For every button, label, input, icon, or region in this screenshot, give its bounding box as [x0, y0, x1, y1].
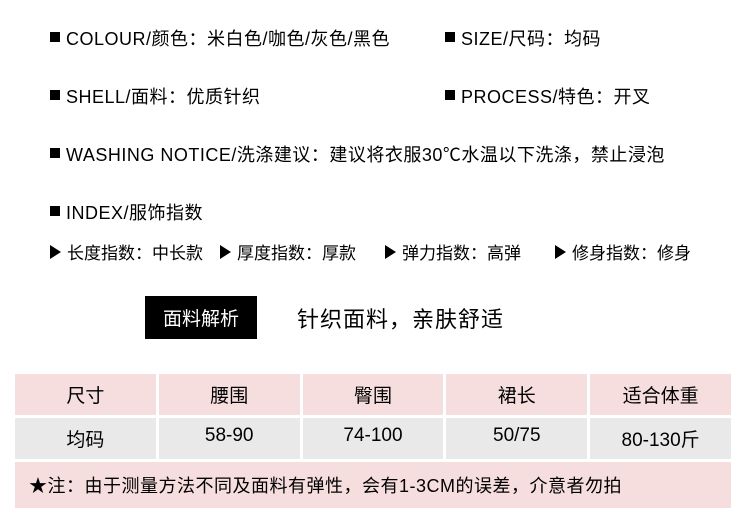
attribute-list: COLOUR/颜色：米白色/咖色/灰色/黑色 SIZE/尺码：均码 SHELL/…: [15, 25, 731, 225]
table-row: 均码 58-90 74-100 50/75 80-130斤: [15, 418, 731, 459]
index-elastic: 弹力指数：高弹: [385, 239, 555, 264]
attr-text: SIZE/尺码：均码: [461, 25, 601, 51]
attr-text: INDEX/服饰指数: [66, 199, 203, 225]
note-text: ★注：由于测量方法不同及面料有弹性，会有1-3CM的误差，介意者勿拍: [29, 472, 622, 498]
table-header: 臀围: [303, 374, 444, 415]
index-length: 长度指数：中长款: [50, 239, 220, 264]
square-bullet-icon: [445, 90, 455, 100]
attr-washing: WASHING NOTICE/洗涤建议：建议将衣服30℃水温以下洗涤，禁止浸泡: [50, 141, 665, 167]
index-fit: 修身指数：修身: [555, 239, 691, 264]
attr-row-3: WASHING NOTICE/洗涤建议：建议将衣服30℃水温以下洗涤，禁止浸泡: [50, 141, 731, 167]
index-row: 长度指数：中长款 厚度指数：厚款 弹力指数：高弹 修身指数：修身: [15, 239, 731, 264]
table-cell: 50/75: [446, 418, 587, 459]
table-note: ★注：由于测量方法不同及面料有弹性，会有1-3CM的误差，介意者勿拍: [15, 462, 731, 508]
table-cell: 均码: [15, 418, 156, 459]
fabric-description: 针织面料，亲肤舒适: [297, 302, 504, 334]
square-bullet-icon: [50, 206, 60, 216]
attr-colour: COLOUR/颜色：米白色/咖色/灰色/黑色: [50, 25, 445, 51]
attr-row-4: INDEX/服饰指数: [50, 199, 731, 225]
table-header-row: 尺寸 腰围 臀围 裙长 适合体重: [15, 374, 731, 415]
fabric-section: 面料解析 针织面料，亲肤舒适: [15, 296, 731, 339]
table-cell: 74-100: [303, 418, 444, 459]
square-bullet-icon: [445, 32, 455, 42]
table-header: 尺寸: [15, 374, 156, 415]
attr-size: SIZE/尺码：均码: [445, 25, 601, 51]
size-table: 尺寸 腰围 臀围 裙长 适合体重 均码 58-90 74-100 50/75 8…: [15, 374, 731, 508]
attr-text: SHELL/面料：优质针织: [66, 83, 261, 109]
triangle-bullet-icon: [50, 245, 61, 259]
index-text: 厚度指数：厚款: [237, 239, 356, 264]
table-cell: 58-90: [159, 418, 300, 459]
table-cell: 80-130斤: [590, 418, 731, 459]
attr-process: PROCESS/特色：开叉: [445, 83, 651, 109]
attr-text: WASHING NOTICE/洗涤建议：建议将衣服30℃水温以下洗涤，禁止浸泡: [66, 141, 665, 167]
attr-text: COLOUR/颜色：米白色/咖色/灰色/黑色: [66, 25, 390, 51]
triangle-bullet-icon: [220, 245, 231, 259]
triangle-bullet-icon: [555, 245, 566, 259]
triangle-bullet-icon: [385, 245, 396, 259]
index-text: 弹力指数：高弹: [402, 239, 521, 264]
attr-index-title: INDEX/服饰指数: [50, 199, 203, 225]
table-header: 腰围: [159, 374, 300, 415]
square-bullet-icon: [50, 32, 60, 42]
index-text: 长度指数：中长款: [67, 239, 203, 264]
index-thickness: 厚度指数：厚款: [220, 239, 385, 264]
square-bullet-icon: [50, 148, 60, 158]
fabric-box-label: 面料解析: [145, 296, 257, 339]
attr-row-2: SHELL/面料：优质针织 PROCESS/特色：开叉: [50, 83, 731, 109]
index-text: 修身指数：修身: [572, 239, 691, 264]
attr-text: PROCESS/特色：开叉: [461, 83, 651, 109]
attr-shell: SHELL/面料：优质针织: [50, 83, 445, 109]
square-bullet-icon: [50, 90, 60, 100]
table-header: 裙长: [446, 374, 587, 415]
table-header: 适合体重: [590, 374, 731, 415]
attr-row-1: COLOUR/颜色：米白色/咖色/灰色/黑色 SIZE/尺码：均码: [50, 25, 731, 51]
